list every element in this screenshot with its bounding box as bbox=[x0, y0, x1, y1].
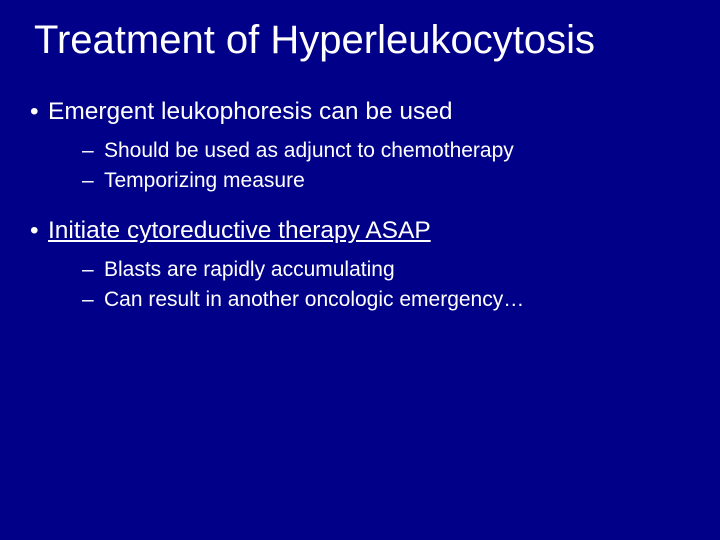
bullet-1-text: Emergent leukophoresis can be used bbox=[48, 98, 453, 125]
dash-icon: – bbox=[82, 168, 104, 194]
subbullet-1-2-text: Temporizing measure bbox=[104, 169, 305, 192]
bullet-2-text: Initiate cytoreductive therapy ASAP bbox=[48, 217, 431, 244]
subbullet-2-2-text: Can result in another oncologic emergenc… bbox=[104, 288, 524, 311]
subbullet-2-2: –Can result in another oncologic emergen… bbox=[28, 287, 692, 313]
dash-icon: – bbox=[82, 257, 104, 283]
subbullet-1-1-text: Should be used as adjunct to chemotherap… bbox=[104, 139, 514, 162]
bullet-2: •Initiate cytoreductive therapy ASAP bbox=[28, 216, 692, 247]
bullet-icon: • bbox=[30, 97, 48, 128]
subbullet-1-2: –Temporizing measure bbox=[28, 168, 692, 194]
dash-icon: – bbox=[82, 138, 104, 164]
bullet-1: •Emergent leukophoresis can be used bbox=[28, 97, 692, 128]
slide: Treatment of Hyperleukocytosis •Emergent… bbox=[0, 0, 720, 540]
slide-title: Treatment of Hyperleukocytosis bbox=[34, 18, 692, 63]
spacer bbox=[28, 198, 692, 216]
subbullet-2-1: –Blasts are rapidly accumulating bbox=[28, 257, 692, 283]
dash-icon: – bbox=[82, 287, 104, 313]
bullet-icon: • bbox=[30, 216, 48, 247]
subbullet-1-1: –Should be used as adjunct to chemothera… bbox=[28, 138, 692, 164]
subbullet-2-1-text: Blasts are rapidly accumulating bbox=[104, 258, 395, 281]
